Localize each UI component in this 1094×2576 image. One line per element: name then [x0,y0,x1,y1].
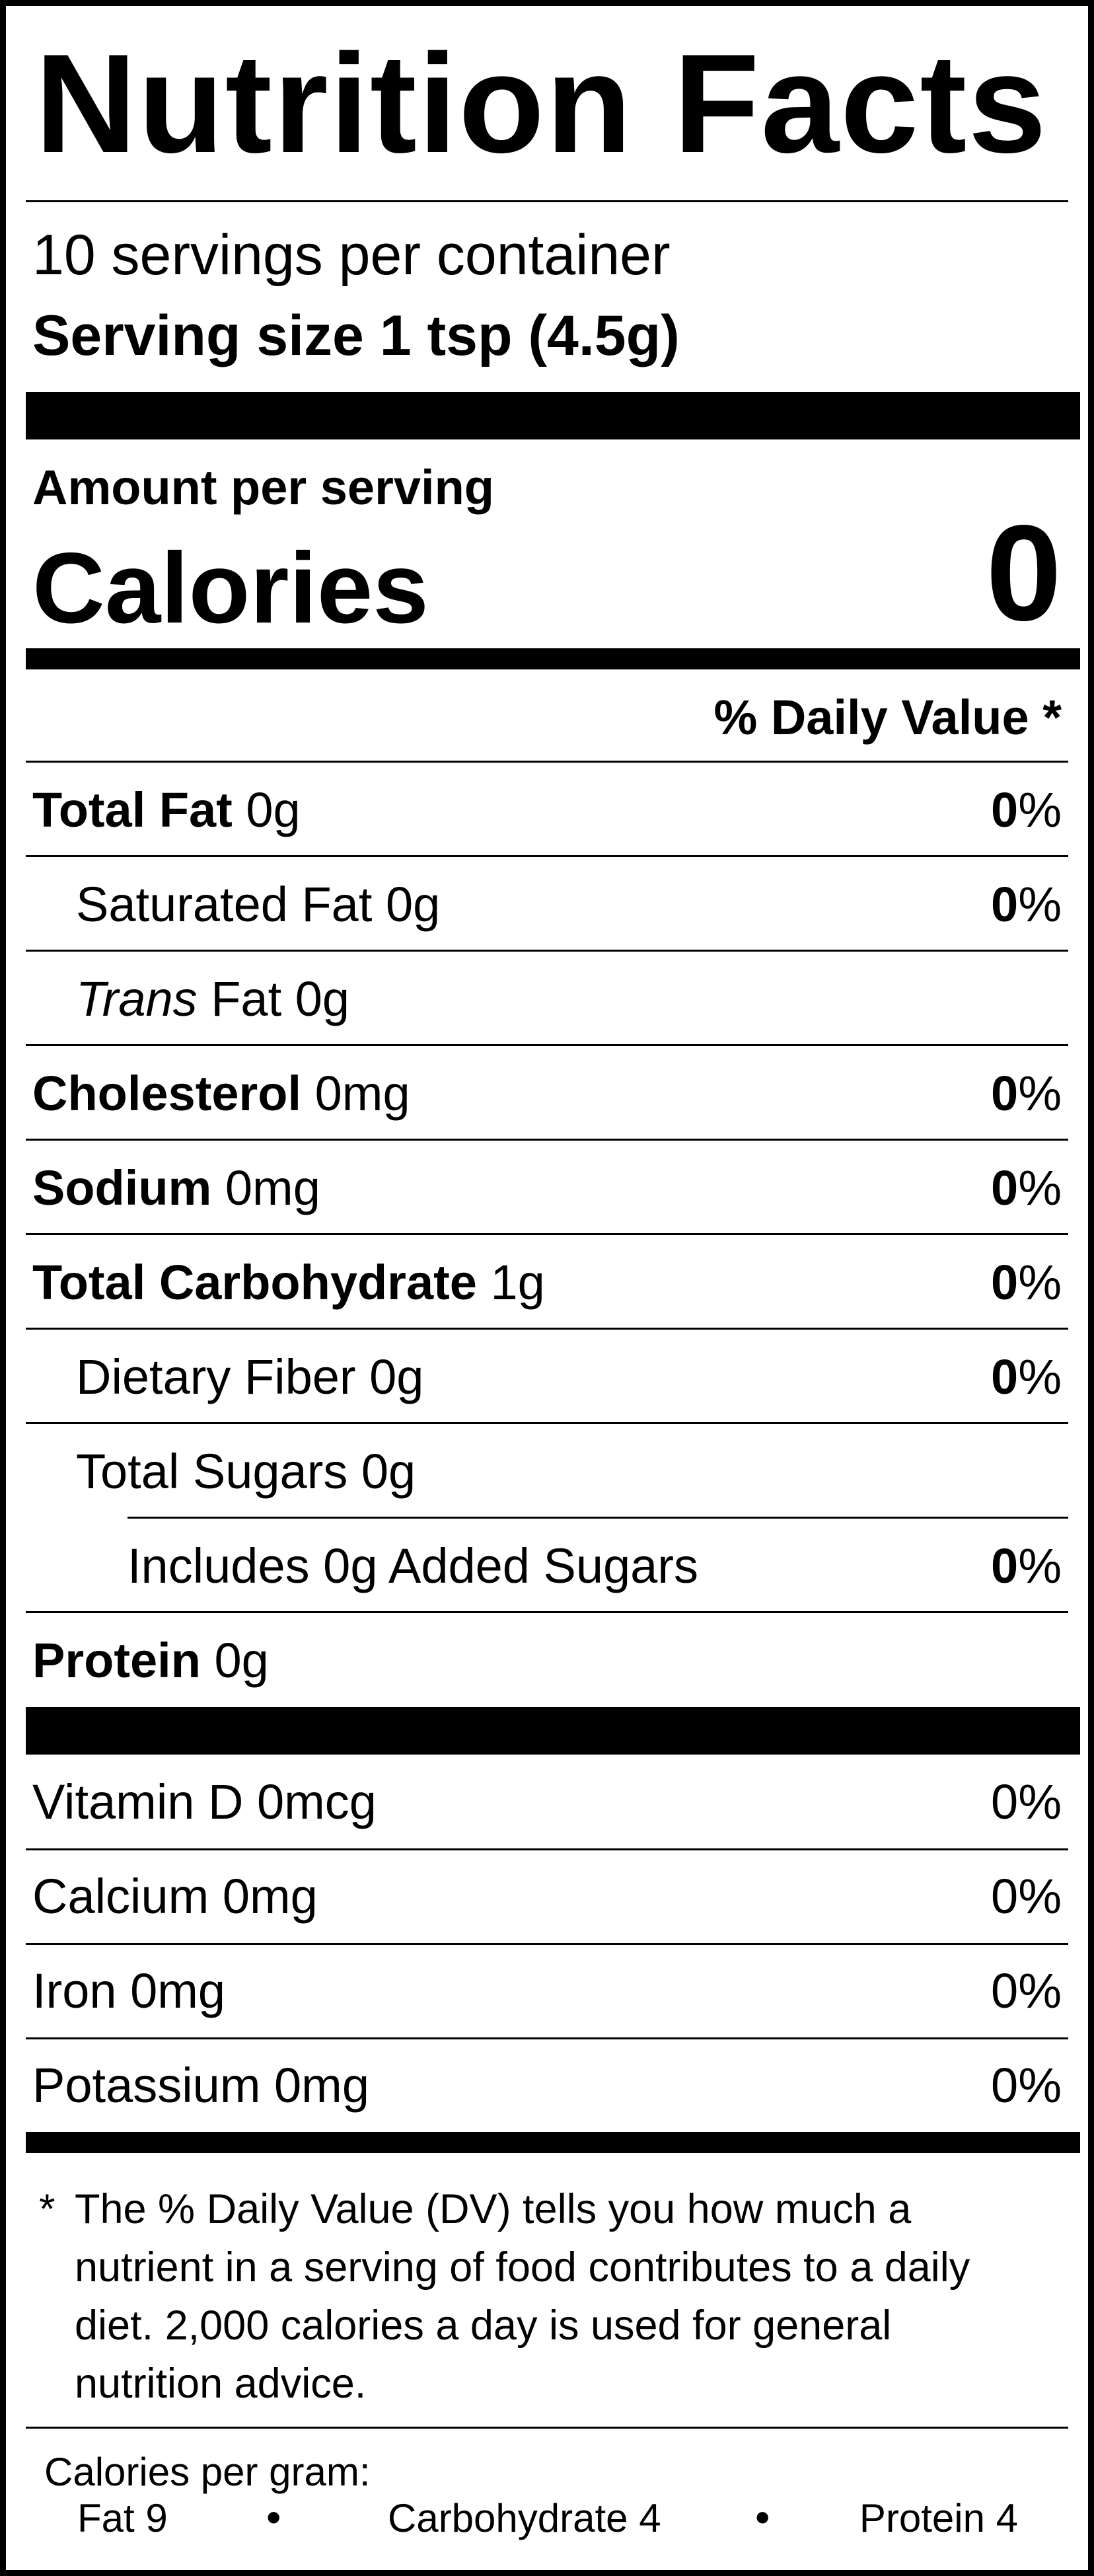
medium-bar-footnote [26,2132,1080,2153]
row-rule [26,1943,1068,1945]
calories-label: Calories [32,532,429,644]
calories-per-gram-carbohydrate: Carbohydrate 4 [388,2496,661,2540]
added-sugars-dv: 0% [991,1542,1062,1591]
nutrient-total-fat: Total Fat 0g [32,786,301,835]
nutrient-name: Cholesterol [32,1066,302,1121]
nutrient-trans-fat: Trans Fat 0g [76,975,349,1024]
calories-per-gram-label: Calories per gram: [44,2450,371,2494]
row-rule [26,950,1068,952]
dv-number: 0 [991,1066,1019,1121]
footnote-text: The % Daily Value (DV) tells you how muc… [75,2186,970,2407]
nutrient-name: Total Carbohydrate [32,1255,477,1310]
amount-per-serving: Amount per serving [32,460,494,515]
daily-value-header: % Daily Value * [713,690,1062,745]
nutrient-name: Sodium [32,1160,212,1215]
nutrient-added-sugars: Includes 0g Added Sugars [128,1538,698,1593]
calories-value: 0 [986,497,1062,649]
dv-percent-sign: % [1018,1538,1062,1593]
row-rule [26,855,1068,857]
dv-percent-sign: % [1018,1160,1062,1215]
serving-size: Serving size 1 tsp (4.5g) [32,307,680,364]
medium-bar-calories [26,648,1080,669]
dietary-fiber-dv: 0% [991,1353,1062,1402]
calcium-row: Calcium 0mg [32,1869,318,1924]
dv-number: 0 [991,877,1019,932]
nutrient-sodium: Sodium 0mg [32,1164,320,1213]
row-rule [26,1848,1068,1850]
nutrient-cholesterol: Cholesterol 0mg [32,1069,410,1118]
nutrient-amount: 0g [361,1444,416,1499]
nutrient-name-italic: Trans [76,971,198,1026]
nutrient-amount: 1g [490,1255,545,1310]
calcium-dv: 0% [991,1869,1062,1924]
nutrient-amount: 0g [295,971,350,1026]
servings-per-container: 10 servings per container [32,223,671,287]
dv-number: 0 [991,1160,1019,1215]
iron-row: Iron 0mg [32,1963,226,2018]
iron-dv: 0% [991,1963,1062,2018]
label-title: Nutrition Facts [35,25,1048,182]
nutrient-amount: 0g [385,877,441,932]
total-fat-dv: 0% [991,786,1062,835]
nutrient-name: Total Fat [32,782,233,837]
dv-percent-sign: % [1018,782,1062,837]
vitamin-d-dv: 0% [991,1774,1062,1829]
nutrient-amount: 0g [214,1633,269,1688]
vitamin-d-row: Vitamin D 0mcg [32,1774,377,1829]
thick-bar-vitamins [26,1707,1080,1755]
row-rule [26,1139,1068,1141]
thick-bar-serving [26,392,1080,439]
footnote-rule [26,2427,1068,2429]
nutrient-amount: 0mg [225,1160,320,1215]
dv-number: 0 [991,1538,1019,1593]
nutrient-amount: 0g [369,1349,424,1404]
nutrient-total-carbohydrate: Total Carbohydrate 1g [32,1258,545,1307]
row-rule-indented [128,1517,1068,1519]
potassium-dv: 0% [991,2058,1062,2113]
row-rule [26,1611,1068,1613]
dv-number: 0 [991,782,1019,837]
dv-percent-sign: % [1018,1349,1062,1404]
saturated-fat-dv: 0% [991,880,1062,929]
dv-percent-sign: % [1018,877,1062,932]
nutrient-name: Fat [211,971,282,1026]
total-carbohydrate-dv: 0% [991,1258,1062,1307]
nutrient-amount: 0g [246,782,301,837]
dv-percent-sign: % [1018,1255,1062,1310]
nutrient-name: Dietary Fiber [76,1349,356,1404]
row-rule [26,761,1068,763]
nutrient-amount: 0mg [314,1066,410,1121]
calories-per-gram-fat: Fat 9 [77,2496,168,2540]
dv-number: 0 [991,1349,1019,1404]
footnote-asterisk: * [39,2186,55,2232]
nutrient-dietary-fiber: Dietary Fiber 0g [76,1353,423,1402]
nutrient-name: Total Sugars [76,1444,348,1499]
bullet-separator: • [266,2493,281,2541]
nutrient-protein: Protein 0g [32,1636,269,1685]
dv-number: 0 [991,1255,1019,1310]
row-rule [26,1233,1068,1235]
row-rule [26,1044,1068,1046]
nutrient-total-sugars: Total Sugars 0g [76,1447,416,1496]
nutrient-name: Protein [32,1633,201,1688]
dv-percent-sign: % [1018,1066,1062,1121]
row-rule [26,1328,1068,1330]
serving-size-label: Serving size [32,304,364,367]
potassium-row: Potassium 0mg [32,2058,369,2113]
title-rule [26,200,1068,202]
sodium-dv: 0% [991,1164,1062,1213]
serving-size-value: 1 tsp (4.5g) [379,304,680,367]
calories-per-gram-protein: Protein 4 [859,2496,1018,2540]
cholesterol-dv: 0% [991,1069,1062,1118]
nutrient-name: Saturated Fat [76,877,373,932]
nutrient-saturated-fat: Saturated Fat 0g [76,880,440,929]
row-rule [26,1422,1068,1424]
bullet-separator: • [755,2493,770,2541]
row-rule [26,2037,1068,2039]
